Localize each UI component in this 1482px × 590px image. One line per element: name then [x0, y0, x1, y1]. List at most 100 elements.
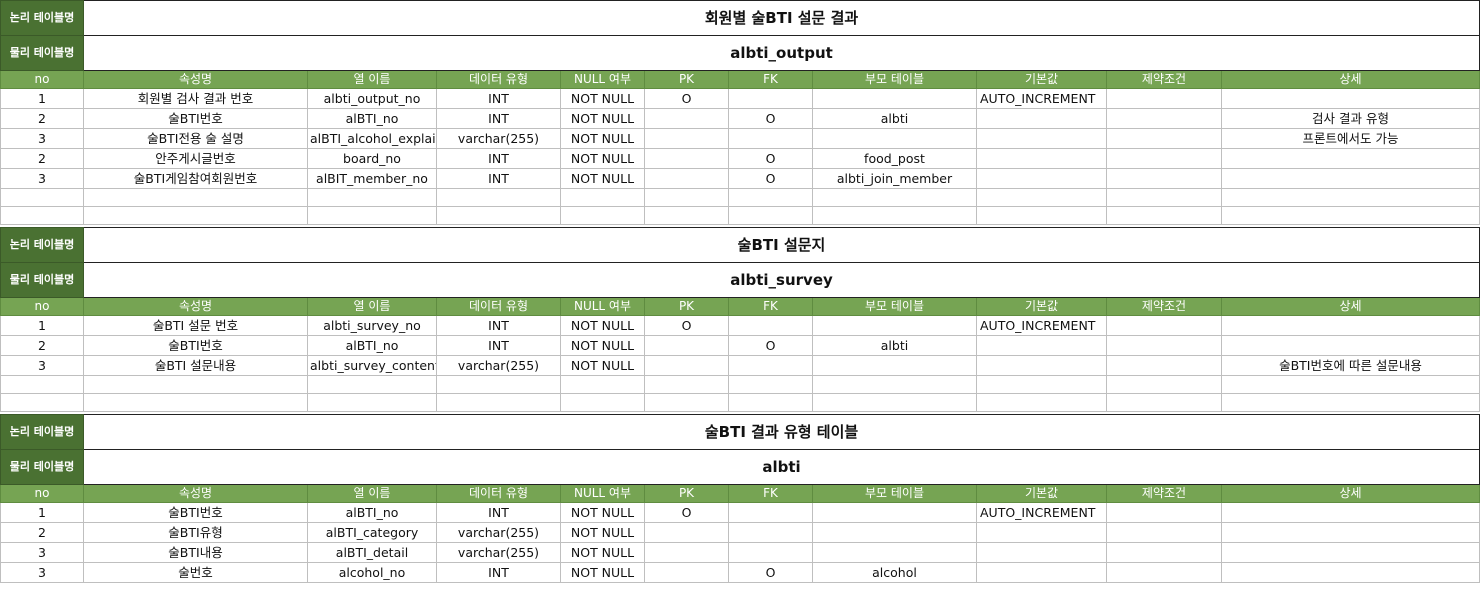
table-cell[interactable] [1106, 148, 1222, 169]
column-header[interactable]: NULL 여부 [560, 484, 645, 503]
logical-name-label[interactable]: 논리 테이블명 [0, 227, 84, 263]
empty-cell[interactable] [0, 188, 84, 207]
table-cell[interactable]: alBIT_member_no [307, 168, 437, 189]
column-header[interactable]: NULL 여부 [560, 297, 645, 316]
physical-table-name[interactable]: albti_output [82, 35, 1481, 71]
column-header[interactable]: 데이터 유형 [436, 484, 561, 503]
empty-cell[interactable] [436, 375, 561, 394]
table-cell[interactable] [1220, 88, 1481, 109]
table-cell[interactable] [812, 355, 977, 376]
table-cell[interactable]: O [644, 88, 729, 109]
table-cell[interactable]: albti [812, 108, 977, 129]
table-cell[interactable] [644, 128, 729, 149]
empty-cell[interactable] [436, 206, 561, 225]
table-cell[interactable] [1106, 355, 1222, 376]
table-cell[interactable]: varchar(255) [436, 542, 561, 563]
column-header[interactable]: 부모 테이블 [812, 297, 977, 316]
column-header[interactable]: PK [644, 70, 729, 89]
table-cell[interactable]: albti_survey_no [307, 315, 437, 336]
table-cell[interactable]: 2 [0, 148, 84, 169]
table-cell[interactable]: board_no [307, 148, 437, 169]
table-cell[interactable] [1220, 522, 1481, 543]
table-cell[interactable] [812, 315, 977, 336]
table-cell[interactable]: O [644, 315, 729, 336]
column-header[interactable]: no [0, 484, 84, 503]
column-header[interactable]: no [0, 297, 84, 316]
table-cell[interactable]: 1 [0, 88, 84, 109]
table-cell[interactable]: 1 [0, 315, 84, 336]
table-cell[interactable] [976, 355, 1107, 376]
column-header[interactable]: no [0, 70, 84, 89]
empty-cell[interactable] [644, 206, 729, 225]
table-cell[interactable] [728, 88, 813, 109]
empty-cell[interactable] [1220, 393, 1481, 412]
table-cell[interactable] [728, 502, 813, 523]
logical-name-label[interactable]: 논리 테이블명 [0, 414, 84, 450]
table-cell[interactable] [1106, 522, 1222, 543]
table-cell[interactable]: 술BTI번호 [83, 335, 308, 356]
table-cell[interactable] [644, 168, 729, 189]
table-cell[interactable]: NOT NULL [560, 335, 645, 356]
table-cell[interactable]: INT [436, 148, 561, 169]
table-cell[interactable]: alBTI_alcohol_explain [307, 128, 437, 149]
table-cell[interactable]: 술BTI번호에 따른 설문내용 [1220, 355, 1481, 376]
empty-cell[interactable] [812, 188, 977, 207]
empty-cell[interactable] [728, 206, 813, 225]
table-cell[interactable] [812, 502, 977, 523]
empty-cell[interactable] [83, 393, 308, 412]
empty-cell[interactable] [0, 206, 84, 225]
table-cell[interactable]: albti [812, 335, 977, 356]
table-cell[interactable]: NOT NULL [560, 542, 645, 563]
table-cell[interactable] [976, 128, 1107, 149]
table-cell[interactable]: alcohol_no [307, 562, 437, 583]
table-cell[interactable]: 3 [0, 168, 84, 189]
empty-cell[interactable] [728, 393, 813, 412]
empty-cell[interactable] [812, 206, 977, 225]
table-cell[interactable]: 술번호 [83, 562, 308, 583]
table-cell[interactable] [644, 562, 729, 583]
physical-name-label[interactable]: 물리 테이블명 [0, 35, 84, 71]
table-cell[interactable]: NOT NULL [560, 562, 645, 583]
table-cell[interactable]: O [728, 108, 813, 129]
table-cell[interactable]: NOT NULL [560, 168, 645, 189]
table-cell[interactable]: NOT NULL [560, 108, 645, 129]
table-cell[interactable]: NOT NULL [560, 522, 645, 543]
table-cell[interactable]: 술BTI번호 [83, 502, 308, 523]
table-cell[interactable] [812, 128, 977, 149]
column-header[interactable]: 기본값 [976, 297, 1107, 316]
logical-table-name[interactable]: 회원별 술BTI 설문 결과 [82, 0, 1481, 36]
empty-cell[interactable] [307, 206, 437, 225]
physical-name-label[interactable]: 물리 테이블명 [0, 262, 84, 298]
table-cell[interactable] [1106, 335, 1222, 356]
table-cell[interactable]: alBTI_no [307, 108, 437, 129]
empty-cell[interactable] [83, 206, 308, 225]
table-cell[interactable]: INT [436, 88, 561, 109]
empty-cell[interactable] [307, 375, 437, 394]
column-header[interactable]: FK [728, 484, 813, 503]
empty-cell[interactable] [644, 375, 729, 394]
empty-cell[interactable] [0, 375, 84, 394]
table-cell[interactable]: 3 [0, 562, 84, 583]
empty-cell[interactable] [1220, 206, 1481, 225]
table-cell[interactable] [976, 542, 1107, 563]
table-cell[interactable] [976, 148, 1107, 169]
empty-cell[interactable] [83, 375, 308, 394]
table-cell[interactable]: 2 [0, 108, 84, 129]
table-cell[interactable]: NOT NULL [560, 148, 645, 169]
table-cell[interactable]: 2 [0, 522, 84, 543]
logical-table-name[interactable]: 술BTI 결과 유형 테이블 [82, 414, 1481, 450]
table-cell[interactable]: 술BTI전용 술 설명 [83, 128, 308, 149]
table-cell[interactable] [1220, 148, 1481, 169]
table-cell[interactable] [728, 522, 813, 543]
table-cell[interactable]: 검사 결과 유형 [1220, 108, 1481, 129]
table-cell[interactable]: AUTO_INCREMENT [976, 502, 1107, 523]
empty-cell[interactable] [436, 393, 561, 412]
empty-cell[interactable] [1220, 188, 1481, 207]
empty-cell[interactable] [812, 375, 977, 394]
empty-cell[interactable] [83, 188, 308, 207]
column-header[interactable]: 상세 [1220, 297, 1481, 316]
empty-cell[interactable] [644, 393, 729, 412]
column-header[interactable]: 제약조건 [1106, 297, 1222, 316]
table-cell[interactable] [976, 168, 1107, 189]
table-cell[interactable] [1220, 562, 1481, 583]
